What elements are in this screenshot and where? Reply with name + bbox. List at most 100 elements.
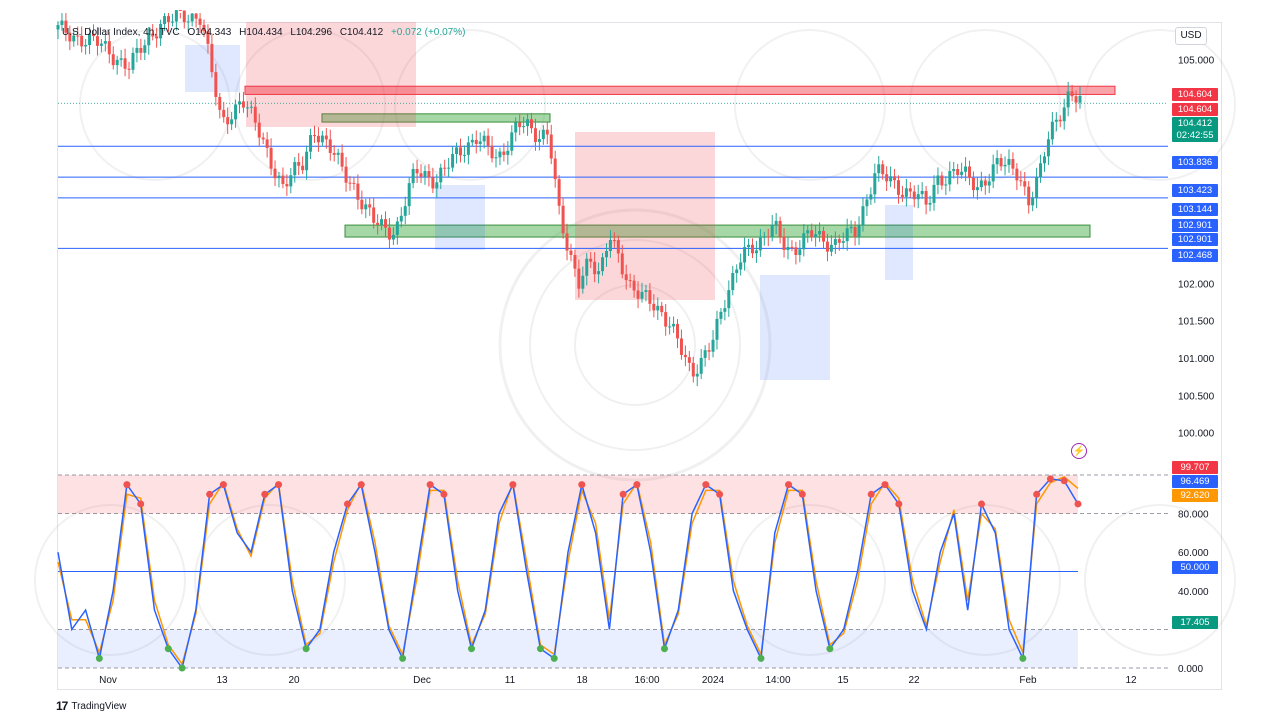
candle-body	[320, 135, 324, 143]
sell-signal-dot	[1033, 490, 1041, 498]
candle-body	[1023, 181, 1027, 187]
candle-body	[743, 247, 747, 263]
candle-body	[289, 175, 293, 187]
candle-body	[1078, 95, 1082, 103]
candle-body	[431, 177, 435, 189]
candle-body	[691, 362, 695, 377]
price-badge: 102.901	[1172, 233, 1218, 246]
candle-body	[948, 171, 952, 185]
candle-body	[762, 236, 766, 238]
candle-body	[735, 269, 739, 274]
buy-signal-dot	[468, 645, 476, 653]
countdown-badge: 02:42:55	[1172, 129, 1218, 142]
price-badge: 103.836	[1172, 156, 1218, 169]
buy-signal-dot	[826, 645, 834, 653]
change-value: +0.072 (+0.07%)	[390, 27, 466, 38]
stoch-tick: 60.000	[1178, 548, 1209, 559]
candle-body	[916, 194, 920, 200]
candle-body	[604, 251, 608, 258]
candle-body	[798, 249, 802, 256]
candle-body	[107, 41, 111, 55]
sell-signal-dot	[275, 481, 283, 489]
candle-body	[889, 176, 893, 182]
candle-body	[163, 16, 167, 24]
candle-body	[68, 32, 72, 42]
candle-body	[632, 280, 636, 291]
candle-body	[829, 244, 833, 252]
candle-body	[498, 151, 502, 158]
price-pane	[56, 10, 1168, 387]
sell-signal-dot	[1046, 475, 1054, 483]
candle-body	[186, 21, 190, 23]
buy-signal-dot	[302, 645, 310, 653]
candle-body	[900, 194, 904, 197]
time-tick: 14:00	[765, 675, 790, 686]
lightning-icon[interactable]: ⚡	[1071, 443, 1087, 459]
candle-body	[131, 52, 135, 70]
chart-frame	[57, 22, 1222, 690]
candle-body	[482, 135, 486, 142]
candle-body	[466, 142, 470, 155]
sell-signal-dot	[426, 481, 434, 489]
candle-body	[360, 199, 364, 210]
candle-body	[435, 182, 439, 189]
candle-body	[806, 230, 810, 234]
sell-signal-dot	[702, 481, 710, 489]
candle-body	[1066, 91, 1070, 108]
candle-body	[683, 354, 687, 358]
candle-body	[616, 240, 620, 254]
sell-signal-dot	[578, 481, 586, 489]
candle-body	[715, 318, 719, 340]
time-tick: 15	[837, 675, 849, 686]
open-value: O104.343	[187, 27, 232, 38]
candle-body	[490, 145, 494, 159]
stoch-rsi-pane	[57, 474, 1168, 672]
candle-body	[577, 268, 581, 289]
currency-button[interactable]: USD	[1175, 27, 1207, 45]
candle-body	[711, 339, 715, 352]
candle-body	[411, 168, 415, 184]
candle-body	[443, 167, 447, 169]
candle-body	[372, 207, 376, 223]
candle-body	[218, 96, 222, 110]
candle-body	[869, 194, 873, 200]
candle-body	[979, 180, 983, 188]
time-tick: 13	[216, 675, 228, 686]
time-tick: Dec	[413, 675, 431, 686]
candle-body	[458, 147, 462, 156]
tradingview-brand[interactable]: 17 TradingView	[56, 699, 126, 713]
candle-body	[845, 228, 849, 242]
candle-body	[486, 135, 490, 146]
candle-body	[84, 45, 88, 47]
candle-body	[908, 188, 912, 192]
tradingview-logo-icon: 17	[56, 699, 68, 713]
candle-body	[589, 258, 593, 262]
sell-signal-dot	[881, 481, 889, 489]
candle-body	[376, 222, 380, 225]
candle-body	[312, 135, 316, 137]
candle-body	[896, 180, 900, 195]
candle-body	[178, 10, 182, 12]
candle-body	[960, 171, 964, 175]
candle-body	[174, 10, 178, 22]
candle-body	[249, 106, 253, 108]
candle-body	[652, 303, 656, 311]
low-value: L104.296	[290, 27, 333, 38]
candle-body	[273, 168, 277, 179]
candle-body	[462, 154, 466, 156]
candle-body	[364, 204, 368, 210]
symbol-name[interactable]: U.S. Dollar Index, 4h, TVC	[62, 27, 180, 38]
candle-body	[352, 182, 356, 184]
candle-body	[770, 224, 774, 237]
candle-body	[782, 236, 786, 250]
candle-body	[1035, 177, 1039, 199]
candle-body	[601, 257, 605, 272]
candle-body	[391, 234, 395, 240]
candle-body	[1031, 198, 1035, 206]
candle-body	[679, 338, 683, 355]
candle-body	[297, 162, 301, 166]
candle-body	[1042, 156, 1046, 164]
time-tick: 12	[1125, 675, 1137, 686]
candle-body	[865, 199, 869, 207]
